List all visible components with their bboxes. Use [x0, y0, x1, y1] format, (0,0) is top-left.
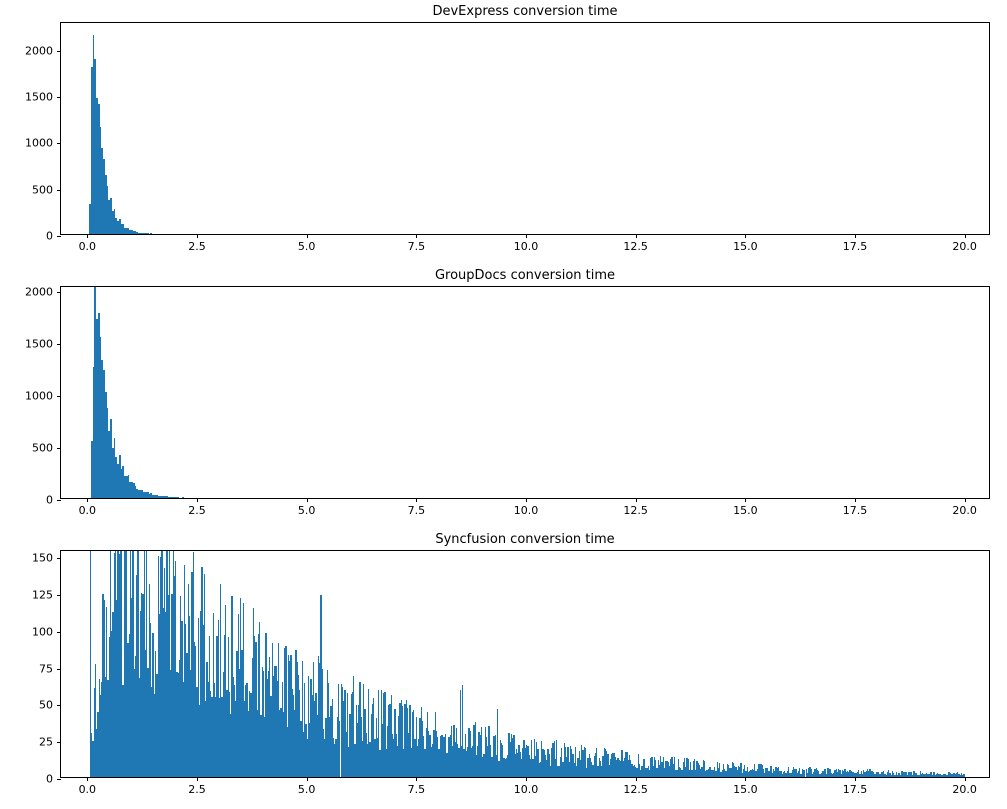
ytick-label: 2000	[25, 44, 61, 57]
xtick-mark	[855, 498, 856, 502]
xtick-mark	[87, 498, 88, 502]
ytick-label: 2000	[25, 286, 61, 299]
subplot-1: GroupDocs conversion time050010001500200…	[60, 286, 990, 499]
xtick-mark	[526, 498, 527, 502]
xtick-mark	[855, 777, 856, 781]
xtick-mark	[855, 234, 856, 238]
xtick-mark	[745, 498, 746, 502]
ytick-mark	[57, 779, 61, 780]
axes: 05001000150020000.02.55.07.510.012.515.0…	[60, 22, 990, 235]
histogram-bars	[61, 23, 989, 234]
xtick-mark	[965, 777, 966, 781]
plot-title: Syncfusion conversion time	[60, 532, 990, 547]
xtick-mark	[307, 498, 308, 502]
xtick-mark	[636, 498, 637, 502]
ytick-label: 1500	[25, 338, 61, 351]
xtick-mark	[745, 234, 746, 238]
ytick-mark	[57, 500, 61, 501]
histogram-bars	[61, 551, 989, 777]
xtick-mark	[636, 777, 637, 781]
xtick-mark	[636, 234, 637, 238]
xtick-mark	[526, 777, 527, 781]
xtick-mark	[416, 234, 417, 238]
axes: 02550751001251500.02.55.07.510.012.515.0…	[60, 550, 990, 778]
histogram-bars	[61, 287, 989, 498]
xtick-mark	[307, 234, 308, 238]
xtick-mark	[307, 777, 308, 781]
xtick-mark	[745, 777, 746, 781]
xtick-mark	[965, 234, 966, 238]
figure: DevExpress conversion time 05001000150020…	[0, 0, 1007, 809]
xtick-mark	[197, 777, 198, 781]
xtick-mark	[197, 234, 198, 238]
xtick-mark	[87, 777, 88, 781]
xtick-mark	[87, 234, 88, 238]
plot-title: GroupDocs conversion time	[60, 268, 990, 283]
ytick-mark	[57, 236, 61, 237]
ytick-label: 1500	[25, 91, 61, 104]
xtick-mark	[965, 498, 966, 502]
xtick-mark	[416, 777, 417, 781]
axes: 05001000150020000.02.55.07.510.012.515.0…	[60, 286, 990, 499]
subplot-0: DevExpress conversion time05001000150020…	[60, 22, 990, 235]
plot-title: DevExpress conversion time	[60, 4, 990, 19]
subplot-2: Syncfusion conversion time02550751001251…	[60, 550, 990, 778]
xtick-mark	[526, 234, 527, 238]
histogram-bar	[963, 774, 964, 777]
ytick-label: 1000	[25, 137, 61, 150]
ytick-label: 1000	[25, 390, 61, 403]
xtick-mark	[416, 498, 417, 502]
xtick-mark	[197, 498, 198, 502]
